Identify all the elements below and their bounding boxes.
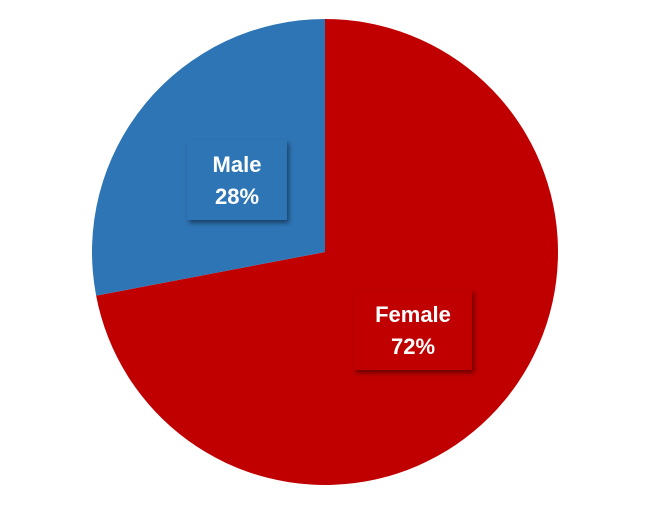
data-label-category: Male xyxy=(213,152,262,177)
pie-slices xyxy=(91,19,558,486)
pie-labels: Female 72% Male 28% xyxy=(187,140,472,370)
data-label-male: Male 28% xyxy=(187,140,287,220)
data-label-category: Female xyxy=(375,302,451,327)
data-label-box xyxy=(354,290,472,370)
data-label-box xyxy=(187,140,287,220)
data-label-value: 28% xyxy=(215,184,259,209)
data-label-female: Female 72% xyxy=(354,290,472,370)
data-label-value: 72% xyxy=(391,334,435,359)
